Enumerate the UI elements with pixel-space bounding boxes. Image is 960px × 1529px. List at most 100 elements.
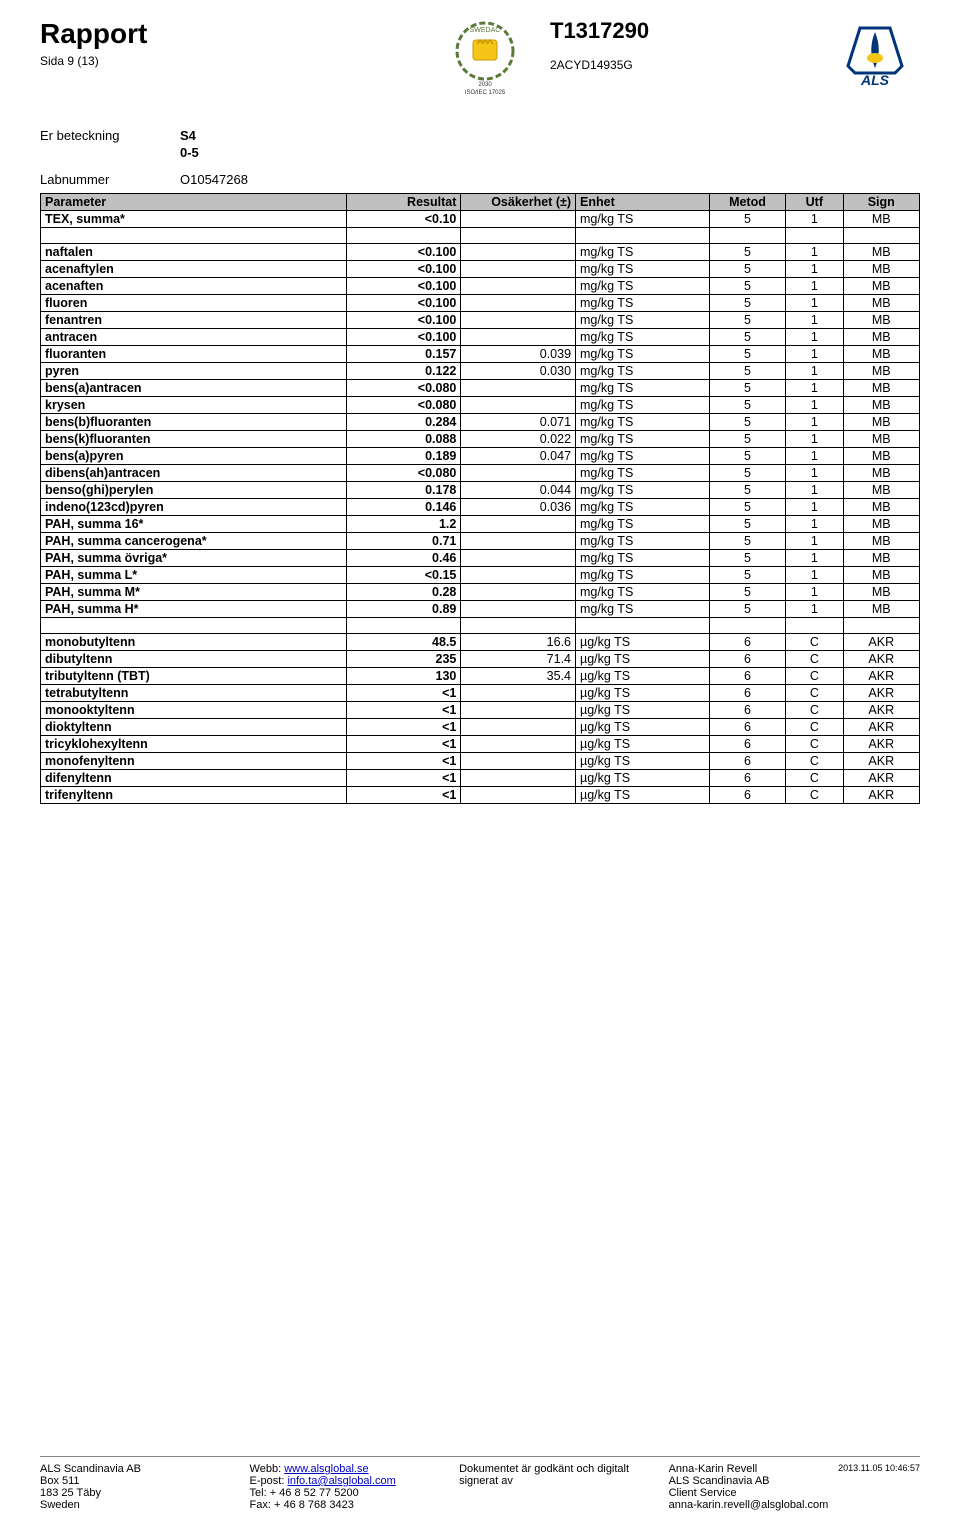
table-header-row: Parameter Resultat Osäkerhet (±) Enhet M…	[41, 194, 920, 211]
cell-utf: 1	[786, 312, 843, 329]
cell-sign: MB	[843, 533, 920, 550]
blank-cell	[461, 618, 576, 634]
cell-unit: µg/kg TS	[576, 736, 710, 753]
cell-method: 5	[709, 295, 785, 312]
report-id-block: T1317290 2ACYD14935G	[550, 18, 830, 91]
email-link[interactable]: info.ta@alsglobal.com	[287, 1475, 395, 1487]
cell-sign: MB	[843, 465, 920, 482]
cell-unit: mg/kg TS	[576, 312, 710, 329]
cell-result: 0.146	[346, 499, 461, 516]
cell-uncertainty: 0.039	[461, 346, 576, 363]
page: Rapport Sida 9 (13) SWEDAC 2030 ISO/IEC …	[0, 0, 960, 1529]
cell-result: <0.10	[346, 211, 461, 228]
table-row: PAH, summa H*0.89mg/kg TS51MB	[41, 601, 920, 618]
cell-unit: mg/kg TS	[576, 278, 710, 295]
cell-method: 5	[709, 533, 785, 550]
table-row	[41, 228, 920, 244]
footer-signer: Anna-Karin Revell	[669, 1463, 758, 1475]
table-row: pyren0.1220.030mg/kg TS51MB	[41, 363, 920, 380]
cell-method: 5	[709, 329, 785, 346]
footer-signer-email: anna-karin.revell@alsglobal.com	[669, 1499, 920, 1511]
table-row: tricyklohexyltenn<1µg/kg TS6CAKR	[41, 736, 920, 753]
cell-result: <0.080	[346, 465, 461, 482]
cell-result: <0.100	[346, 329, 461, 346]
blank-cell	[709, 618, 785, 634]
cell-param: bens(b)fluoranten	[41, 414, 347, 431]
col-enhet: Enhet	[576, 194, 710, 211]
cell-sign: MB	[843, 244, 920, 261]
cell-unit: mg/kg TS	[576, 584, 710, 601]
cell-utf: 1	[786, 295, 843, 312]
cell-sign: AKR	[843, 702, 920, 719]
cell-param: bens(k)fluoranten	[41, 431, 347, 448]
cell-param: fenantren	[41, 312, 347, 329]
cell-result: 0.178	[346, 482, 461, 499]
cell-unit: µg/kg TS	[576, 719, 710, 736]
cell-result: <1	[346, 702, 461, 719]
cell-unit: mg/kg TS	[576, 533, 710, 550]
blank-cell	[576, 618, 710, 634]
cell-method: 6	[709, 634, 785, 651]
cell-param: monofenyltenn	[41, 753, 347, 770]
cell-utf: 1	[786, 465, 843, 482]
blank-cell	[41, 228, 347, 244]
footer-col-1: ALS Scandinavia AB Box 511 183 25 Täby S…	[40, 1463, 250, 1511]
cell-param: antracen	[41, 329, 347, 346]
table-row: tetrabutyltenn<1µg/kg TS6CAKR	[41, 685, 920, 702]
table-row	[41, 618, 920, 634]
cell-method: 5	[709, 465, 785, 482]
cell-unit: mg/kg TS	[576, 363, 710, 380]
blank-cell	[576, 228, 710, 244]
cell-sign: MB	[843, 499, 920, 516]
cell-sign: MB	[843, 295, 920, 312]
footer-col-4: Anna-Karin Revell 2013.11.05 10:46:57 AL…	[669, 1463, 920, 1511]
cell-result: 0.28	[346, 584, 461, 601]
cell-sign: MB	[843, 380, 920, 397]
cell-utf: C	[786, 702, 843, 719]
footer-col-2: Webb: www.alsglobal.se E-post: info.ta@a…	[250, 1463, 460, 1511]
cell-utf: C	[786, 651, 843, 668]
col-osakerhet: Osäkerhet (±)	[461, 194, 576, 211]
swedac-logo-icon: SWEDAC 2030 ISO/IEC 17025	[445, 18, 525, 98]
cell-unit: mg/kg TS	[576, 448, 710, 465]
cell-sign: AKR	[843, 685, 920, 702]
cell-result: 0.157	[346, 346, 461, 363]
cell-uncertainty	[461, 380, 576, 397]
cell-uncertainty: 35.4	[461, 668, 576, 685]
cell-uncertainty: 0.047	[461, 448, 576, 465]
cell-sign: AKR	[843, 753, 920, 770]
cell-method: 5	[709, 601, 785, 618]
cell-sign: MB	[843, 567, 920, 584]
cell-result: <0.080	[346, 397, 461, 414]
web-link[interactable]: www.alsglobal.se	[284, 1463, 368, 1475]
cell-param: tricyklohexyltenn	[41, 736, 347, 753]
table-row: dibens(ah)antracen<0.080mg/kg TS51MB	[41, 465, 920, 482]
cell-result: 48.5	[346, 634, 461, 651]
cell-param: fluoren	[41, 295, 347, 312]
cell-sign: MB	[843, 431, 920, 448]
cell-sign: MB	[843, 312, 920, 329]
blank-cell	[461, 228, 576, 244]
cell-method: 6	[709, 702, 785, 719]
cell-method: 5	[709, 516, 785, 533]
table-row: PAH, summa L*<0.15mg/kg TS51MB	[41, 567, 920, 584]
cell-param: PAH, summa övriga*	[41, 550, 347, 567]
svg-text:ISO/IEC 17025: ISO/IEC 17025	[465, 90, 506, 96]
cell-method: 6	[709, 685, 785, 702]
cell-unit: mg/kg TS	[576, 397, 710, 414]
cell-param: PAH, summa M*	[41, 584, 347, 601]
als-logo-icon: ALS	[830, 18, 920, 91]
cell-param: dioktyltenn	[41, 719, 347, 736]
table-row: fluoranten0.1570.039mg/kg TS51MB	[41, 346, 920, 363]
svg-text:2030: 2030	[478, 82, 492, 88]
footer-box: Box 511	[40, 1475, 250, 1487]
cell-sign: MB	[843, 601, 920, 618]
header-right: T1317290 2ACYD14935G ALS	[550, 18, 920, 91]
cell-method: 5	[709, 584, 785, 601]
cell-param: tetrabutyltenn	[41, 685, 347, 702]
blank-cell	[346, 618, 461, 634]
meta-labnummer: Labnummer O10547268	[40, 172, 920, 187]
cell-result: <0.100	[346, 295, 461, 312]
col-utf: Utf	[786, 194, 843, 211]
cell-uncertainty: 0.044	[461, 482, 576, 499]
